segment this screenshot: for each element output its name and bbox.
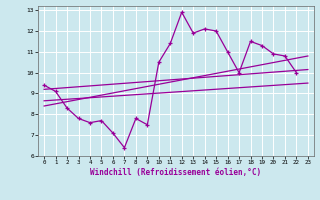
- X-axis label: Windchill (Refroidissement éolien,°C): Windchill (Refroidissement éolien,°C): [91, 168, 261, 177]
